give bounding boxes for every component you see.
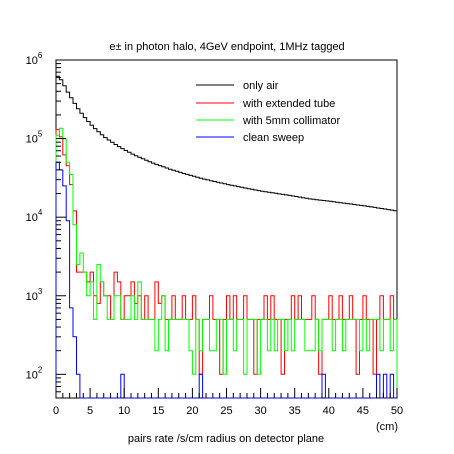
legend-label-5mm-collimator: with 5mm collimator xyxy=(242,115,341,127)
x-tick-label: 0 xyxy=(53,405,59,417)
x-axis-label: pairs rate /s/cm radius on detector plan… xyxy=(128,433,324,445)
y-tick-label: 106 xyxy=(26,51,43,67)
x-tick-label: 30 xyxy=(254,405,266,417)
x-tick-label: 35 xyxy=(289,405,301,417)
x-tick-label: 45 xyxy=(357,405,369,417)
series-with-extended-tube xyxy=(55,129,398,398)
y-tick-label: 102 xyxy=(26,365,43,381)
legend: only air with extended tube with 5mm col… xyxy=(196,80,341,144)
x-tick-label: 10 xyxy=(118,405,130,417)
x-axis-unit: (cm) xyxy=(376,421,398,433)
series-only-air xyxy=(55,75,398,398)
legend-label-extended-tube: with extended tube xyxy=(242,98,335,110)
x-tick-label: 25 xyxy=(220,405,232,417)
y-tick-label: 103 xyxy=(26,287,43,303)
x-tick-label: 40 xyxy=(323,405,335,417)
legend-label-clean-sweep: clean sweep xyxy=(243,132,304,144)
y-tick-label: 105 xyxy=(26,130,43,146)
chart-title: e± in photon halo, 4GeV endpoint, 1MHz t… xyxy=(109,41,344,53)
legend-label-only-air: only air xyxy=(243,80,279,92)
x-tick-label: 20 xyxy=(186,405,198,417)
x-tick-label: 5 xyxy=(87,405,93,417)
x-tick-label: 50 xyxy=(391,405,403,417)
x-tick-label: 15 xyxy=(152,405,164,417)
y-tick-label: 104 xyxy=(26,208,43,224)
axis-layer: 0 5 10 15 20 25 30 35 40 45 50 102 103 104 105 106 xyxy=(26,51,403,417)
series-with-5mm-collimator xyxy=(55,127,398,398)
